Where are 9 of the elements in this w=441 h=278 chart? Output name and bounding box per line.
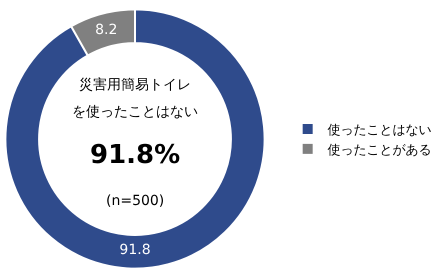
donut-slice [4,8,266,270]
data-label: 91.8 [119,242,151,258]
text: 91.8% [90,140,180,170]
text: を使ったことはない [72,104,198,120]
legend-label: 使ったことはない [328,123,432,138]
text: (n=500) [106,193,164,209]
text: 災害用簡易トイレ [79,77,191,93]
legend-label: 使ったことがある [328,142,432,158]
data-label: 8.2 [95,22,118,38]
